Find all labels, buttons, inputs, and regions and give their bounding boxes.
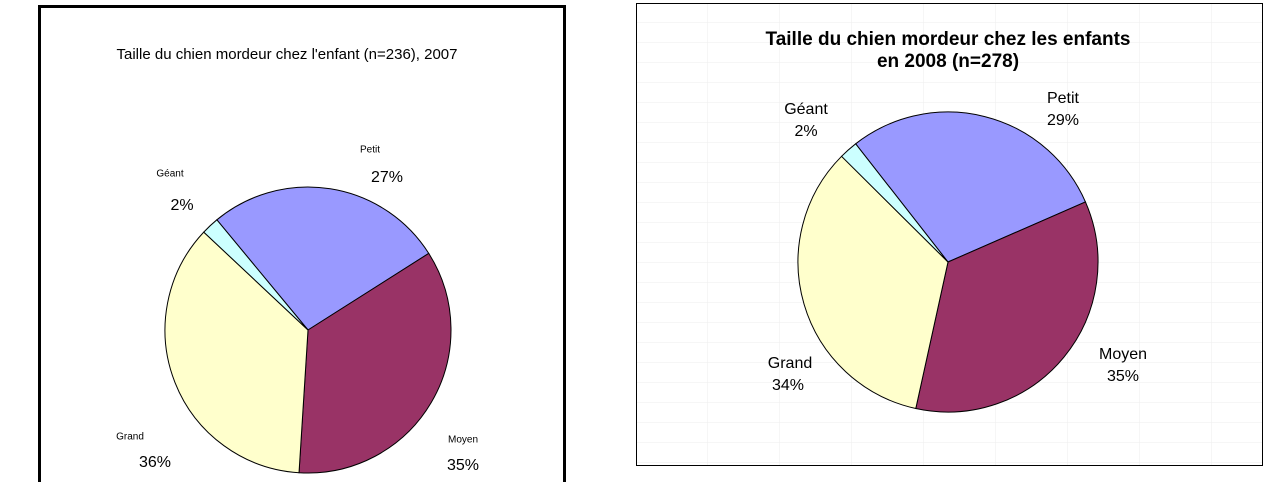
slice-name: Géant bbox=[784, 101, 828, 118]
chart-title: en 2008 (n=278) bbox=[877, 51, 1019, 72]
slice-name: Petit bbox=[360, 145, 380, 156]
slice-name: Moyen bbox=[1099, 346, 1147, 363]
right-panel bbox=[636, 3, 1263, 466]
slice-name: Géant bbox=[156, 169, 183, 180]
slice-value-label: 34% bbox=[772, 377, 804, 394]
slice-value-label: 27% bbox=[371, 169, 403, 186]
slice-name: Grand bbox=[768, 355, 812, 372]
chart-title: Taille du chien mordeur chez l'enfant (n… bbox=[117, 46, 458, 63]
pie-slice bbox=[216, 186, 430, 331]
pie-slice bbox=[854, 111, 1087, 263]
slice-value-label: 35% bbox=[447, 457, 479, 474]
pie-slice bbox=[797, 155, 949, 410]
pie-slice bbox=[298, 252, 452, 474]
pie-slice bbox=[164, 231, 309, 474]
slice-name: Moyen bbox=[448, 435, 478, 446]
pie-slice bbox=[840, 143, 949, 263]
pie-slice bbox=[915, 201, 1099, 413]
slice-value-label: 2% bbox=[170, 197, 193, 214]
slice-value-label: 2% bbox=[794, 123, 817, 140]
slice-name: Petit bbox=[1047, 90, 1080, 107]
slice-value-label: 36% bbox=[139, 454, 171, 471]
slice-value-label: 29% bbox=[1047, 112, 1079, 129]
slice-value-label: 35% bbox=[1107, 368, 1139, 385]
slice-name: Grand bbox=[116, 432, 144, 443]
chart-title: Taille du chien mordeur chez les enfants bbox=[766, 29, 1131, 50]
pie-slice bbox=[203, 219, 309, 331]
